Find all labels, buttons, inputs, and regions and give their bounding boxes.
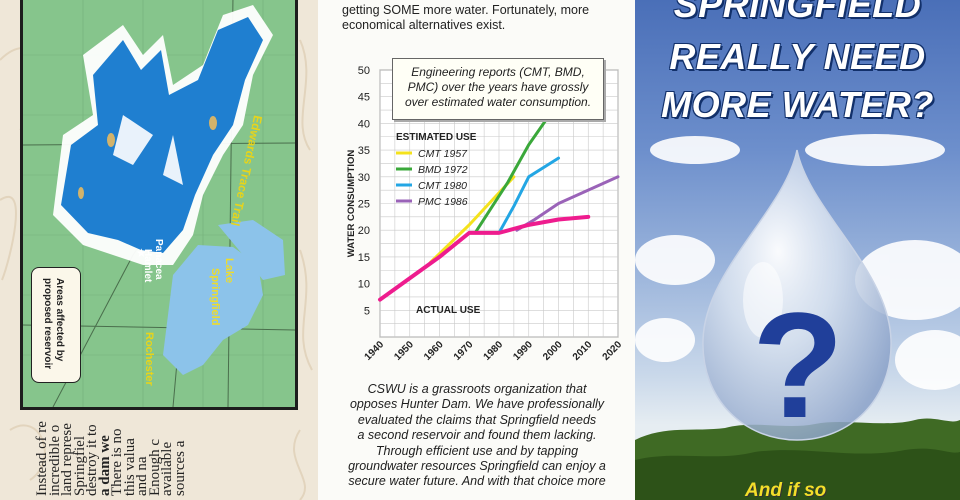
series-line <box>473 100 560 235</box>
legend-entry: BMD 1972 <box>418 164 468 176</box>
headline-line-1: SPRINGFIELD <box>673 0 922 25</box>
headline-line-3: MORE WATER? <box>661 84 934 125</box>
map-label-springfield: Springfield <box>209 268 221 326</box>
legend-entry: PMC 1986 <box>418 196 468 208</box>
y-tick-label: 5 <box>364 305 370 317</box>
y-tick-label: 10 <box>358 279 370 291</box>
x-tick-label: 2010 <box>571 339 595 363</box>
y-tick-label: 45 <box>358 92 370 104</box>
left-panel: ★ Edwards Trace Trail Lake Springfield P… <box>0 0 318 500</box>
right-panel-cover: SPRINGFIELD REALLY NEED MORE WATER? ? An… <box>635 0 960 500</box>
text-line: opposes Hunter Dam. We have professional… <box>349 397 605 412</box>
callout-line: PMC) over the years have grossly <box>407 80 589 94</box>
x-tick-label: 1950 <box>392 339 416 363</box>
text-line: Through efficient use and by tapping <box>375 443 579 458</box>
x-tick-label: 1960 <box>422 339 446 363</box>
map-label-hamlet: Hamlet <box>142 249 153 283</box>
headline-line-2: REALLY NEED <box>669 36 926 77</box>
map-legend: Areas affected by proposed reservoir <box>31 267 81 383</box>
y-tick-label: 35 <box>358 145 370 157</box>
map-graphic: ★ <box>23 0 295 407</box>
y-tick-label: 20 <box>358 225 370 237</box>
legend-line-2: proposed reservoir <box>42 278 53 370</box>
legend-entry: CMT 1957 <box>418 148 468 160</box>
x-tick-label: 1970 <box>452 339 476 363</box>
text-line: groundwater resources Springfield can en… <box>348 459 606 474</box>
cover-illustration <box>635 134 960 500</box>
map-label-panacea: Panacea <box>153 239 164 280</box>
x-tick-label: 1940 <box>363 339 387 363</box>
intro-paragraph: getting SOME more water. Fortunately, mo… <box>342 3 590 32</box>
text-line: sources a <box>171 440 188 496</box>
y-tick-label: 30 <box>358 172 370 184</box>
bottom-paragraph: CSWU is a grassroots organization that o… <box>322 382 632 490</box>
question-mark-glyph: ? <box>752 281 844 449</box>
x-tick-label: 1980 <box>482 339 506 363</box>
text-line: secure water future. And with that choic… <box>348 474 606 489</box>
text-line: CSWU is a grassroots organization that <box>367 382 587 396</box>
text-line: evaluated the claims that Springfield ne… <box>357 412 597 427</box>
y-tick-label: 15 <box>358 252 370 264</box>
callout-line: Engineering reports (CMT, BMD, <box>411 65 585 79</box>
callout-line: over estimated water consumption. <box>404 95 592 109</box>
actual-use-label: ACTUAL USE <box>416 305 481 316</box>
y-tick-label: 40 <box>358 118 370 130</box>
map-label-lake: Lake <box>223 258 235 284</box>
map-inner: ★ Edwards Trace Trail Lake Springfield P… <box>23 0 295 407</box>
chart-callout-box: Engineering reports (CMT, BMD, PMC) over… <box>392 58 604 120</box>
tagline-text: And if so <box>745 480 827 500</box>
legend-entry: CMT 1980 <box>418 180 467 192</box>
rotated-body-text: Instead of re incredible o land represe … <box>34 376 188 496</box>
series-line <box>429 175 516 264</box>
y-tick-label: 50 <box>358 65 370 77</box>
x-tick-label: 1990 <box>511 339 535 363</box>
legend-title: ESTIMATED USE <box>396 132 477 143</box>
middle-panel: getting SOME more water. Fortunately, mo… <box>318 0 635 500</box>
series-line <box>378 214 591 302</box>
text-line: a second reservoir and found them lackin… <box>357 428 597 443</box>
svg-text:★: ★ <box>136 246 147 260</box>
reservoir-map: ★ Edwards Trace Trail Lake Springfield P… <box>20 0 298 410</box>
x-tick-label: 2020 <box>601 339 625 363</box>
legend-line-1: Areas affected by <box>54 278 65 362</box>
x-tick-label: 2000 <box>541 339 565 363</box>
y-axis-label: WATER CONSUMPTION <box>346 150 357 258</box>
series-line <box>497 156 560 235</box>
y-tick-label: 25 <box>358 199 370 211</box>
